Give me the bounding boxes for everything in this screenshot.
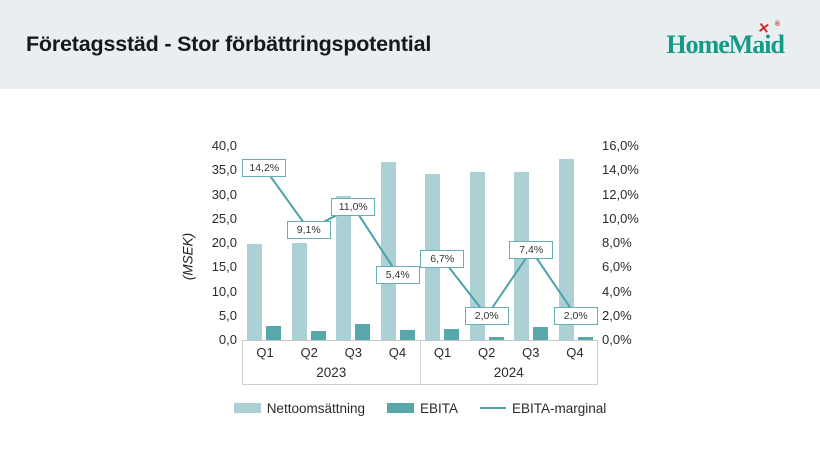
y-axis-right-tick: 0,0%	[602, 332, 632, 347]
ebita-bar	[577, 336, 593, 340]
x-axis-group-2024: Q1 Q2 Q3 Q4 2024	[419, 341, 598, 384]
ebita-bar	[310, 331, 326, 340]
ebita-bar	[444, 328, 460, 340]
legend-label: Nettoomsättning	[266, 400, 365, 416]
homemaid-logo: HomeMaid ✕ ®	[666, 19, 794, 60]
legend-item-ebita-marginal: EBITA-marginal	[480, 401, 606, 416]
ebita-bar	[266, 326, 282, 340]
nettooms-ttning-bar	[336, 195, 352, 340]
nettooms-ttning-bar	[380, 161, 396, 340]
y-axis-left-tick: 35,0	[211, 162, 237, 178]
y-axis-right-tick: 16,0%	[602, 138, 639, 153]
x-axis: Q1 Q2 Q3 Q4 2023 Q1 Q2 Q3 Q4 2024	[242, 340, 598, 385]
x-axis-quarter-label: Q1	[256, 345, 274, 360]
legend: Nettoomsättning EBITA EBITA-marginal	[222, 397, 618, 419]
nettooms-ttning-bar	[247, 243, 263, 340]
x-axis-quarter-label: Q4	[566, 345, 584, 360]
y-axis-left-tick: 10,0	[211, 283, 237, 299]
page-title: Företagsstäd - Stor förbättringspotentia…	[26, 32, 432, 56]
ebita-marginal-data-label: 11,0%	[331, 197, 376, 216]
x-axis-quarter-label: Q2	[478, 345, 496, 360]
ebita-marginal-data-label: 5,4%	[375, 265, 420, 284]
ebita-marginal-data-label: 6,7%	[420, 249, 465, 268]
ebita-bar	[488, 336, 504, 340]
x-axis-quarter-label: Q2	[300, 345, 318, 360]
x-axis-year-label: 2023	[316, 365, 347, 380]
y-axis-left-tick: 25,0	[211, 210, 237, 226]
legend-swatch-nettooms-ttning	[233, 403, 261, 413]
x-axis-quarter-label: Q3	[522, 345, 540, 360]
y-axis-right-tick: 10,0%	[602, 210, 639, 226]
y-axis-right-tick: 6,0%	[602, 259, 632, 275]
y-axis-left-tick: 0,0	[218, 332, 237, 347]
y-axis-right-tick: 4,0%	[602, 283, 632, 299]
ebita-bar	[399, 330, 415, 340]
y-axis-left-tick: 40,0	[211, 138, 237, 153]
ebita-marginal-data-label: 2,0%	[464, 306, 509, 325]
x-axis-quarter-label: Q3	[344, 345, 362, 360]
legend-label: EBITA-marginal	[512, 400, 607, 416]
x-axis-quarter-label: Q4	[388, 345, 407, 360]
legend-label: EBITA	[420, 400, 459, 416]
y-axis-right-tick: 12,0%	[602, 186, 639, 202]
y-axis-left-tick: 20,0	[211, 235, 237, 250]
y-axis-title: (MSEK)	[180, 232, 196, 281]
x-axis-quarter-label: Q1	[433, 345, 452, 360]
nettooms-ttning-bar	[291, 242, 307, 340]
logo-star-icon: ✕	[757, 18, 772, 37]
header: Företagsstäd - Stor förbättringspotentia…	[0, 0, 820, 89]
x-axis-group-2023: Q1 Q2 Q3 Q4 2023	[243, 341, 420, 384]
logo-registered-mark: ®	[774, 20, 780, 28]
legend-item-nettooms-ttning: Nettoomsättning	[233, 400, 365, 416]
y-axis-right-tick: 8,0%	[602, 235, 632, 250]
legend-swatch-ebita-marginal	[480, 407, 507, 409]
ebita-marginal-data-label: 7,4%	[509, 241, 554, 260]
x-axis-year-label: 2024	[493, 365, 524, 380]
y-axis-left-tick: 15,0	[211, 259, 237, 275]
logo-wordmark: HomeMaid	[666, 29, 785, 59]
ebita-marginal-data-label: 14,2%	[242, 158, 287, 177]
ebita-marginal-data-label: 9,1%	[286, 220, 331, 239]
y-axis-left-tick: 5,0	[218, 307, 237, 323]
ebita-bar	[533, 327, 549, 340]
ebita-marginal-data-label: 2,0%	[553, 306, 598, 325]
ebita-bar	[355, 323, 371, 340]
y-axis-right-tick: 14,0%	[602, 162, 639, 178]
legend-item-ebita: EBITA	[387, 401, 458, 416]
y-axis-left-tick: 30,0	[211, 186, 237, 202]
legend-swatch-ebita	[387, 403, 414, 413]
y-axis-right-tick: 2,0%	[602, 307, 632, 323]
